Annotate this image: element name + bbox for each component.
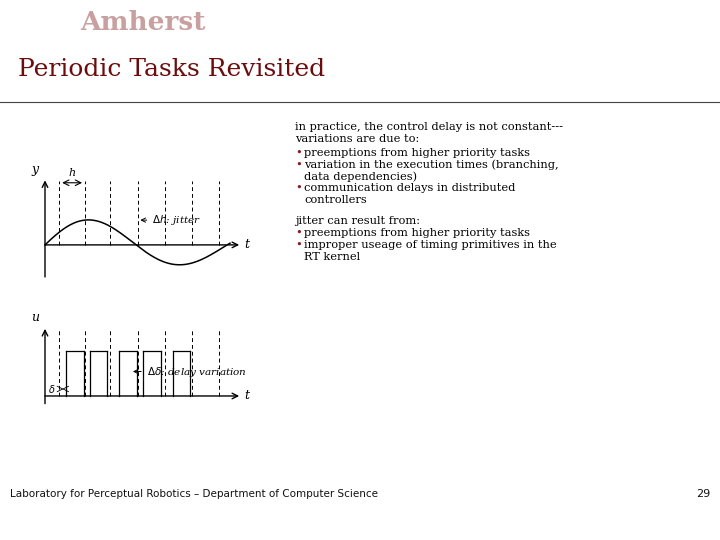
- Text: •: •: [295, 148, 302, 158]
- Text: in practice, the control delay is not constant---: in practice, the control delay is not co…: [295, 123, 563, 132]
- Text: t: t: [244, 238, 249, 252]
- Text: 29: 29: [696, 489, 710, 499]
- Text: •: •: [295, 160, 302, 170]
- Text: UMass: UMass: [8, 10, 107, 35]
- Text: variation in the execution times (branching,: variation in the execution times (branch…: [304, 160, 559, 170]
- Text: h: h: [68, 167, 76, 178]
- Text: Laboratory for Perceptual Robotics – Department of Computer Science: Laboratory for Perceptual Robotics – Dep…: [10, 489, 378, 499]
- Text: jitter can result from:: jitter can result from:: [295, 216, 420, 226]
- Text: y: y: [32, 163, 39, 176]
- Text: $\Delta\delta$: delay variation: $\Delta\delta$: delay variation: [134, 364, 247, 379]
- Text: Periodic Tasks Revisited: Periodic Tasks Revisited: [18, 58, 325, 82]
- Text: •: •: [295, 240, 302, 250]
- Text: RT kernel: RT kernel: [304, 252, 360, 261]
- Text: data dependencies): data dependencies): [304, 171, 417, 182]
- Text: •: •: [295, 228, 302, 238]
- Text: $\Delta h$: jitter: $\Delta h$: jitter: [141, 213, 202, 227]
- Text: Amherst: Amherst: [80, 10, 205, 35]
- Text: improper useage of timing primitives in the: improper useage of timing primitives in …: [304, 240, 557, 250]
- Text: preemptions from higher priority tasks: preemptions from higher priority tasks: [304, 228, 530, 238]
- Text: communication delays in distributed: communication delays in distributed: [304, 183, 516, 193]
- Text: $\delta$: $\delta$: [48, 383, 55, 395]
- Text: preemptions from higher priority tasks: preemptions from higher priority tasks: [304, 148, 530, 158]
- Text: variations are due to:: variations are due to:: [295, 134, 419, 144]
- Text: controllers: controllers: [304, 195, 366, 205]
- Text: •: •: [295, 183, 302, 193]
- Text: t: t: [244, 389, 249, 402]
- Text: u: u: [31, 312, 39, 325]
